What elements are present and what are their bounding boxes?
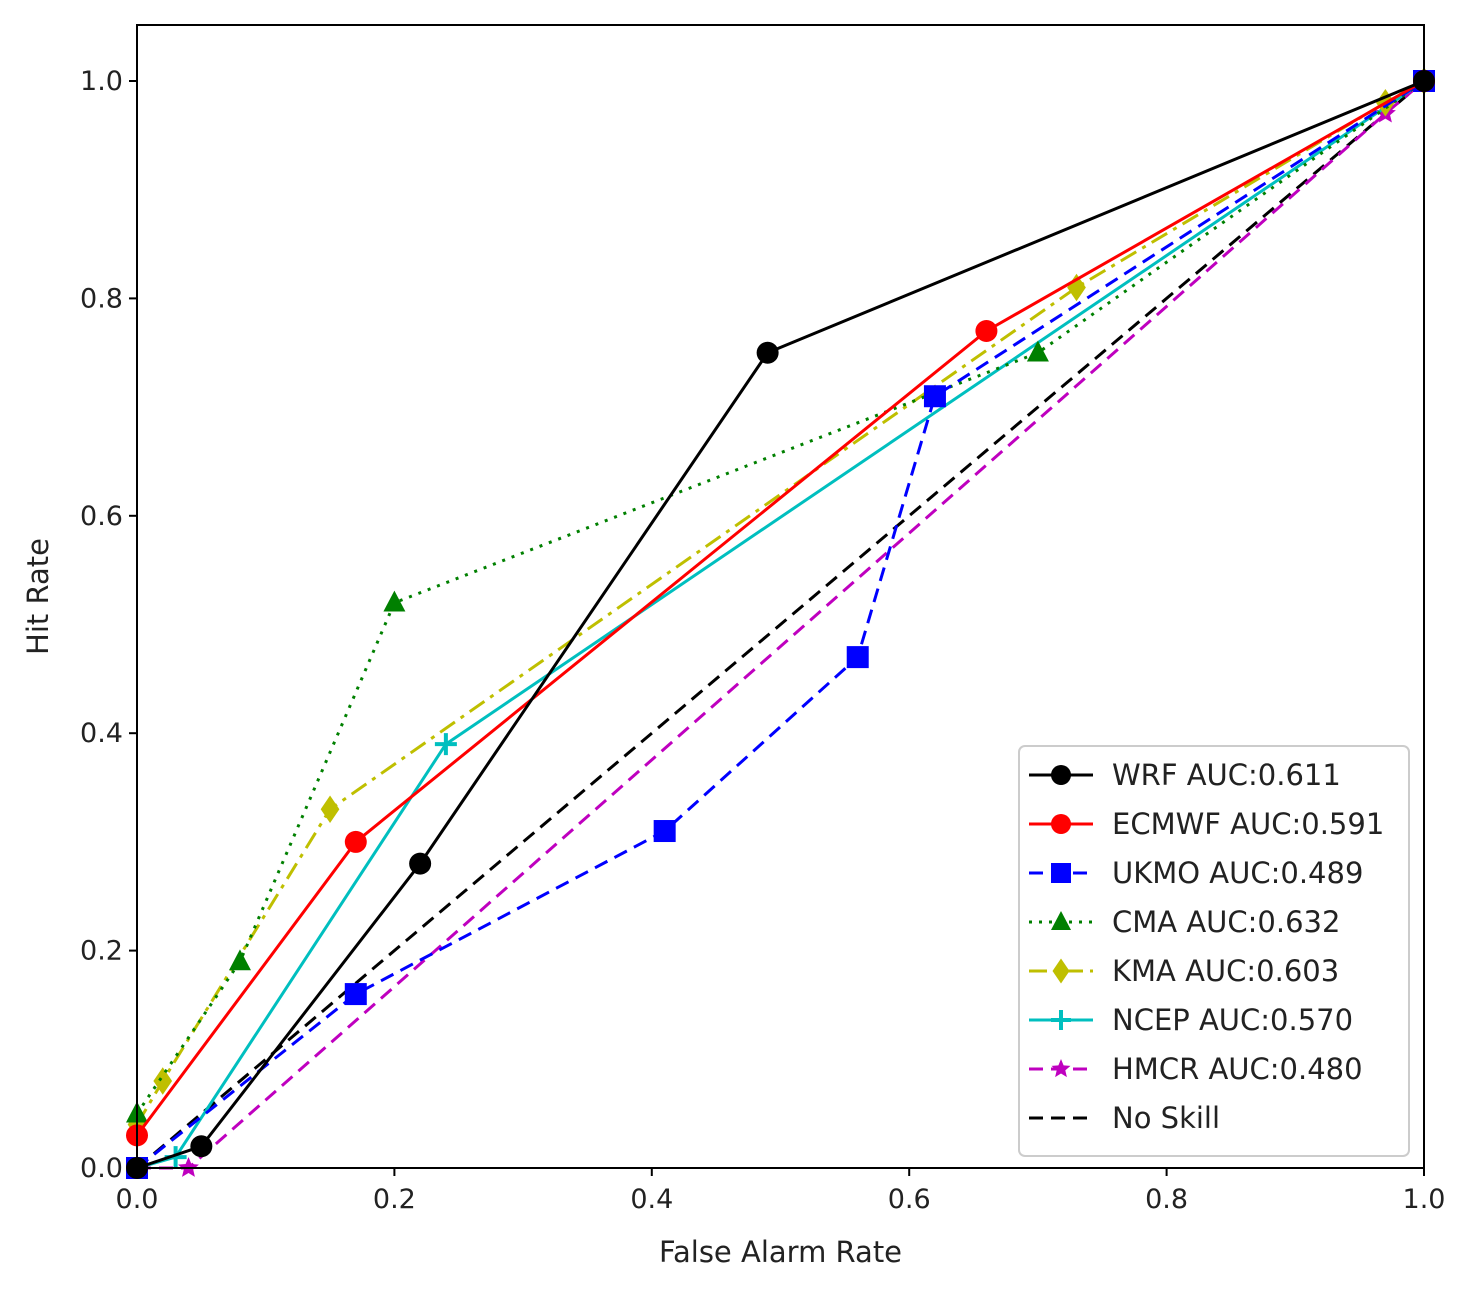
legend-label: UKMO AUC:0.489	[1112, 856, 1363, 890]
data-point	[846, 646, 869, 669]
x-tick-label: 0.4	[630, 1184, 673, 1215]
data-point	[756, 341, 779, 364]
y-tick-label: 0.4	[80, 718, 123, 749]
x-tick-label: 0.2	[373, 1184, 416, 1215]
legend-marker	[1051, 1010, 1071, 1030]
series-line	[135, 79, 1425, 1115]
data-point	[320, 795, 340, 824]
data-point	[975, 320, 998, 343]
legend-label: No Skill	[1112, 1101, 1220, 1135]
y-tick-label: 0.8	[80, 283, 123, 314]
data-point	[228, 949, 251, 971]
legend-marker	[1051, 814, 1071, 834]
x-tick-label: 0.8	[1145, 1184, 1188, 1215]
legend-label: ECMWF AUC:0.591	[1112, 807, 1384, 841]
data-point	[653, 820, 676, 843]
data-point	[409, 852, 432, 875]
legend-label: NCEP AUC:0.570	[1112, 1003, 1353, 1037]
legend-label: CMA AUC:0.632	[1112, 905, 1340, 939]
series-line	[135, 79, 1425, 1137]
x-tick-label: 1.0	[1403, 1184, 1446, 1215]
data-point	[344, 830, 367, 853]
legend-label: HMCR AUC:0.480	[1112, 1052, 1363, 1086]
series-line	[136, 79, 1425, 1170]
series-0	[126, 70, 1435, 1179]
legend-marker	[1051, 911, 1071, 930]
legend-label: KMA AUC:0.603	[1112, 954, 1339, 988]
data-point	[153, 1067, 173, 1095]
legend-entry: KMA AUC:0.603	[1029, 954, 1339, 988]
legend-entry: WRF AUC:0.611	[1029, 758, 1341, 792]
legend-marker	[1051, 863, 1071, 883]
series-line	[136, 79, 1425, 1170]
legend-marker	[1051, 1059, 1071, 1078]
legend-marker	[1051, 765, 1071, 785]
y-axis-label: Hit Rate	[21, 538, 55, 655]
y-tick-label: 0.2	[80, 936, 123, 967]
y-tick-label: 1.0	[80, 66, 123, 97]
series-7	[136, 79, 1425, 1170]
y-tick-label: 0.6	[80, 501, 123, 532]
data-point	[1026, 340, 1049, 362]
data-point	[434, 733, 457, 756]
data-point	[178, 1157, 199, 1177]
axis-ticks: 0.0 0.2 0.4 0.6 0.8 1.0 0.0 0.2 0.4 0.6 0.8 1.0	[80, 66, 1445, 1215]
data-point	[1067, 273, 1086, 302]
y-tick-label: 0.0	[80, 1153, 123, 1184]
legend-entry: NCEP AUC:0.570	[1029, 1003, 1353, 1037]
data-point	[923, 385, 946, 408]
plot-frame	[136, 24, 1425, 1169]
data-point	[190, 1135, 213, 1158]
x-tick-label: 0.0	[116, 1184, 159, 1215]
legend-box	[1018, 745, 1410, 1157]
data-point	[344, 983, 367, 1006]
legend-entry: CMA AUC:0.632	[1029, 905, 1340, 939]
legend-entry: UKMO AUC:0.489	[1029, 856, 1363, 890]
legend-entry: HMCR AUC:0.480	[1029, 1052, 1363, 1086]
legend-label: WRF AUC:0.611	[1112, 758, 1341, 792]
data-point	[383, 590, 406, 612]
legend: WRF AUC:0.611 ECMWF AUC:0.591 UKMO AUC:0.4…	[1018, 745, 1410, 1157]
x-tick-label: 0.6	[888, 1184, 931, 1215]
legend-marker	[1052, 958, 1070, 984]
x-axis-label: False Alarm Rate	[659, 1235, 902, 1269]
legend-entry: ECMWF AUC:0.591	[1029, 807, 1384, 841]
legend-entry: No Skill	[1029, 1101, 1220, 1135]
